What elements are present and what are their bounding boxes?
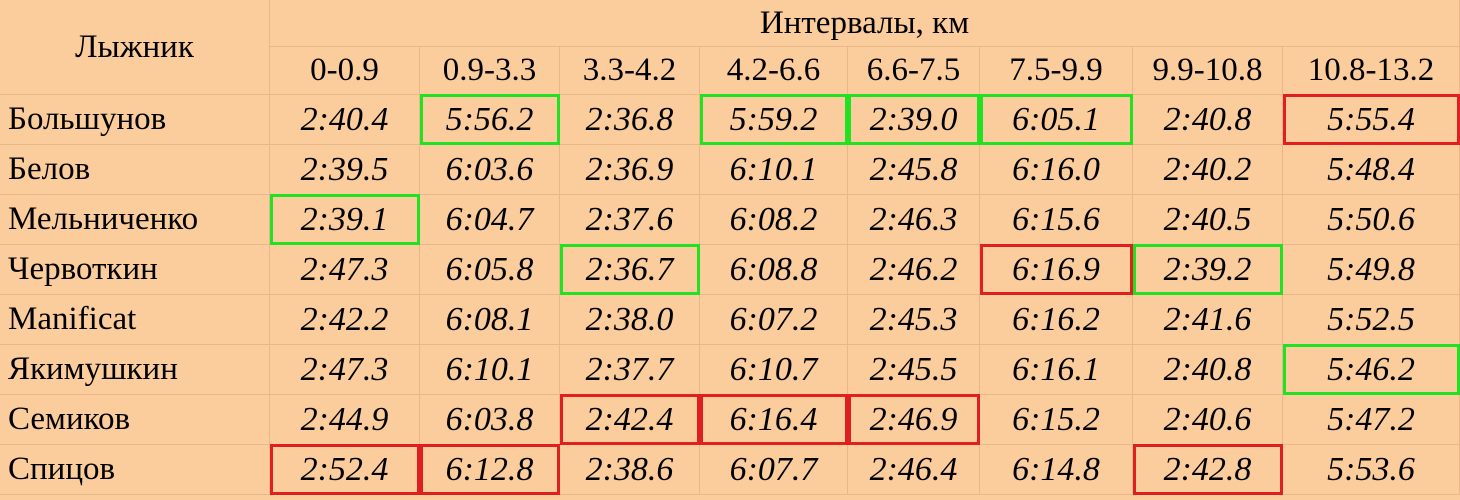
worst-highlight [980,244,1133,295]
skier-name: Семиков [0,395,270,445]
worst-highlight [1133,444,1283,495]
best-highlight [270,194,420,245]
time-cell: 6:15.2 [980,395,1133,445]
time-cell: 2:40.2 [1133,145,1283,195]
best-highlight [560,244,700,295]
worst-highlight [700,394,848,445]
column-header: 4.2-6.6 [700,47,848,95]
column-header: 10.8-13.2 [1283,47,1460,95]
time-cell: 2:42.2 [270,295,420,345]
skier-name: Белов [0,145,270,195]
time-cell: 6:08.8 [700,245,848,295]
time-cell: 2:47.3 [270,345,420,395]
column-header: 0-0.9 [270,47,420,95]
time-cell: 6:15.6 [980,195,1133,245]
time-cell: 2:39.5 [270,145,420,195]
time-cell: 6:10.1 [420,345,560,395]
time-cell: 2:38.6 [560,445,700,495]
time-cell: 5:53.6 [1283,445,1460,495]
time-cell: 2:45.3 [848,295,980,345]
time-cell: 2:36.9 [560,145,700,195]
skier-name: Большунов [0,95,270,145]
time-cell: 2:37.7 [560,345,700,395]
column-header: 6.6-7.5 [848,47,980,95]
time-cell: 6:04.7 [420,195,560,245]
best-highlight [1283,344,1460,395]
time-cell: 6:05.8 [420,245,560,295]
time-cell: 2:36.7 [560,245,700,295]
time-cell: 5:50.6 [1283,195,1460,245]
time-cell: 2:39.0 [848,95,980,145]
best-highlight [980,94,1133,145]
time-cell: 2:46.2 [848,245,980,295]
time-cell: 6:03.6 [420,145,560,195]
time-cell: 2:40.6 [1133,395,1283,445]
time-cell: 2:42.4 [560,395,700,445]
time-cell: 2:40.8 [1133,95,1283,145]
time-cell: 2:45.5 [848,345,980,395]
time-cell: 6:16.1 [980,345,1133,395]
time-cell: 6:10.7 [700,345,848,395]
time-cell: 2:41.6 [1133,295,1283,345]
skier-name: Якимушкин [0,345,270,395]
intervals-header: Интервалы, км [270,0,1460,47]
time-cell: 5:52.5 [1283,295,1460,345]
column-header: 3.3-4.2 [560,47,700,95]
skier-name: Мельниченко [0,195,270,245]
time-cell: 2:38.0 [560,295,700,345]
column-header: 0.9-3.3 [420,47,560,95]
worst-highlight [420,444,560,495]
skier-name: Спицов [0,445,270,495]
time-cell: 5:48.4 [1283,145,1460,195]
worst-highlight [270,444,420,495]
time-cell: 6:16.2 [980,295,1133,345]
time-cell: 6:07.2 [700,295,848,345]
column-header: 7.5-9.9 [980,47,1133,95]
time-cell: 2:47.3 [270,245,420,295]
time-cell: 2:40.4 [270,95,420,145]
time-cell: 2:44.9 [270,395,420,445]
best-highlight [420,94,560,145]
time-cell: 2:36.8 [560,95,700,145]
time-cell: 2:46.3 [848,195,980,245]
time-cell: 6:08.1 [420,295,560,345]
best-highlight [700,94,848,145]
time-cell: 6:07.7 [700,445,848,495]
time-cell: 2:45.8 [848,145,980,195]
worst-highlight [1283,94,1460,145]
time-cell: 2:37.6 [560,195,700,245]
time-cell: 5:47.2 [1283,395,1460,445]
best-highlight [848,94,980,145]
skier-name: Manificat [0,295,270,345]
skier-header: Лыжник [0,0,270,95]
skier-name: Червоткин [0,245,270,295]
best-highlight [1133,244,1283,295]
column-header: 9.9-10.8 [1133,47,1283,95]
time-cell: 6:08.2 [700,195,848,245]
time-cell: 6:14.8 [980,445,1133,495]
time-cell: 6:10.1 [700,145,848,195]
time-cell: 2:40.8 [1133,345,1283,395]
time-cell: 6:03.8 [420,395,560,445]
worst-highlight [848,394,980,445]
time-cell: 2:46.4 [848,445,980,495]
time-cell: 2:40.5 [1133,195,1283,245]
worst-highlight [560,394,700,445]
time-cell: 6:16.0 [980,145,1133,195]
time-cell: 5:49.8 [1283,245,1460,295]
